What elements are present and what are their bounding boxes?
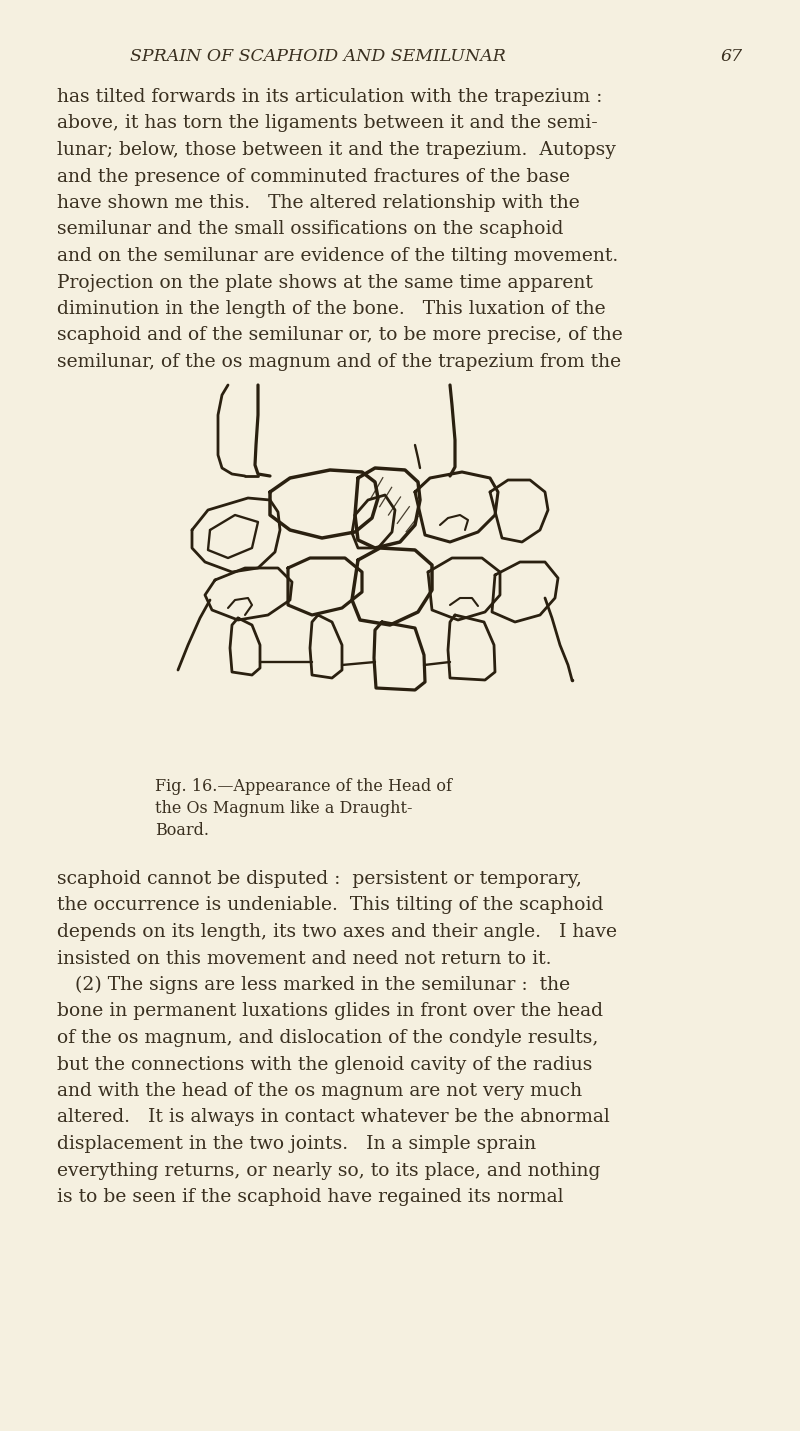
Text: and the presence of comminuted fractures of the base: and the presence of comminuted fractures… bbox=[57, 167, 570, 186]
Text: scaphoid and of the semilunar or, to be more precise, of the: scaphoid and of the semilunar or, to be … bbox=[57, 326, 622, 345]
Text: insisted on this movement and need not return to it.: insisted on this movement and need not r… bbox=[57, 950, 551, 967]
Text: everything returns, or nearly so, to its place, and nothing: everything returns, or nearly so, to its… bbox=[57, 1162, 600, 1179]
Text: Board.: Board. bbox=[155, 821, 209, 839]
Text: bone in permanent luxations glides in front over the head: bone in permanent luxations glides in fr… bbox=[57, 1003, 603, 1020]
Text: depends on its length, its two axes and their angle.   I have: depends on its length, its two axes and … bbox=[57, 923, 617, 942]
Text: the occurrence is undeniable.  This tilting of the scaphoid: the occurrence is undeniable. This tilti… bbox=[57, 896, 603, 914]
Text: and with the head of the os magnum are not very much: and with the head of the os magnum are n… bbox=[57, 1082, 582, 1100]
Text: displacement in the two joints.   In a simple sprain: displacement in the two joints. In a sim… bbox=[57, 1135, 536, 1153]
Text: SPRAIN OF SCAPHOID AND SEMILUNAR: SPRAIN OF SCAPHOID AND SEMILUNAR bbox=[130, 49, 506, 64]
Text: diminution in the length of the bone.   This luxation of the: diminution in the length of the bone. Th… bbox=[57, 301, 606, 318]
Text: altered.   It is always in contact whatever be the abnormal: altered. It is always in contact whateve… bbox=[57, 1109, 610, 1126]
Text: has tilted forwards in its articulation with the trapezium :: has tilted forwards in its articulation … bbox=[57, 87, 602, 106]
Text: Fig. 16.—Appearance of the Head of: Fig. 16.—Appearance of the Head of bbox=[155, 778, 452, 796]
Text: semilunar and the small ossifications on the scaphoid: semilunar and the small ossifications on… bbox=[57, 220, 563, 239]
Text: have shown me this.   The altered relationship with the: have shown me this. The altered relation… bbox=[57, 195, 580, 212]
Text: Projection on the plate shows at the same time apparent: Projection on the plate shows at the sam… bbox=[57, 273, 593, 292]
Text: 67: 67 bbox=[720, 49, 742, 64]
Text: is to be seen if the scaphoid have regained its normal: is to be seen if the scaphoid have regai… bbox=[57, 1188, 563, 1206]
Text: scaphoid cannot be disputed :  persistent or temporary,: scaphoid cannot be disputed : persistent… bbox=[57, 870, 582, 889]
Text: of the os magnum, and dislocation of the condyle results,: of the os magnum, and dislocation of the… bbox=[57, 1029, 598, 1047]
Text: the Os Magnum like a Draught-: the Os Magnum like a Draught- bbox=[155, 800, 413, 817]
Text: above, it has torn the ligaments between it and the semi-: above, it has torn the ligaments between… bbox=[57, 114, 598, 133]
Text: semilunar, of the os magnum and of the trapezium from the: semilunar, of the os magnum and of the t… bbox=[57, 353, 621, 371]
Text: lunar; below, those between it and the trapezium.  Autopsy: lunar; below, those between it and the t… bbox=[57, 142, 616, 159]
Text: but the connections with the glenoid cavity of the radius: but the connections with the glenoid cav… bbox=[57, 1056, 592, 1073]
Text: and on the semilunar are evidence of the tilting movement.: and on the semilunar are evidence of the… bbox=[57, 248, 618, 265]
Text: (2) The signs are less marked in the semilunar :  the: (2) The signs are less marked in the sem… bbox=[57, 976, 570, 995]
